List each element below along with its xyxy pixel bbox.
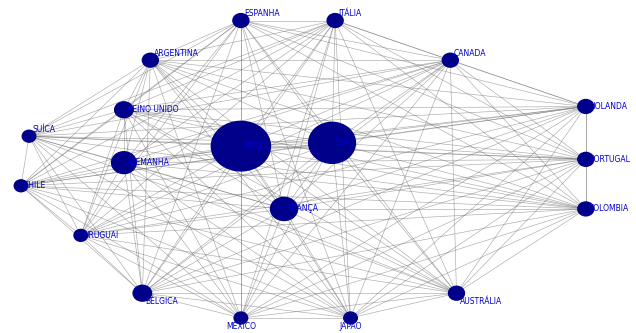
- Ellipse shape: [344, 312, 357, 324]
- Ellipse shape: [14, 180, 28, 192]
- Text: CHILE: CHILE: [24, 181, 46, 190]
- Ellipse shape: [234, 312, 247, 324]
- Ellipse shape: [211, 121, 270, 171]
- Ellipse shape: [133, 285, 151, 301]
- Text: SUÍCA: SUÍCA: [32, 125, 55, 134]
- Text: CANADA: CANADA: [453, 49, 486, 58]
- Ellipse shape: [270, 197, 298, 220]
- Text: ARGENTINA: ARGENTINA: [153, 49, 198, 58]
- Text: ITÁLIA: ITÁLIA: [338, 9, 361, 18]
- Ellipse shape: [142, 53, 158, 67]
- Ellipse shape: [74, 229, 88, 241]
- Ellipse shape: [308, 122, 356, 163]
- Text: EUA: EUA: [335, 138, 350, 147]
- Text: PORTUGAL: PORTUGAL: [589, 155, 630, 164]
- Text: FRANÇA: FRANÇA: [287, 204, 318, 213]
- Text: COLOMBIA: COLOMBIA: [589, 204, 629, 213]
- Text: JAPÃO: JAPÃO: [339, 321, 362, 331]
- Ellipse shape: [327, 14, 343, 27]
- Text: MÉXICO: MÉXICO: [226, 322, 256, 331]
- Ellipse shape: [448, 286, 464, 300]
- Ellipse shape: [233, 14, 249, 27]
- Text: ESPANHA: ESPANHA: [244, 9, 280, 18]
- Text: HOLANDA: HOLANDA: [589, 102, 627, 111]
- Text: REINO UNIDO: REINO UNIDO: [127, 105, 179, 114]
- Ellipse shape: [442, 53, 459, 67]
- Ellipse shape: [578, 153, 594, 166]
- Ellipse shape: [111, 152, 136, 173]
- Text: BÉLGICA: BÉLGICA: [146, 297, 178, 306]
- Text: ALEMANHA: ALEMANHA: [127, 158, 170, 167]
- Text: URUGUAI: URUGUAI: [84, 231, 119, 240]
- Ellipse shape: [578, 100, 594, 114]
- Ellipse shape: [114, 102, 133, 118]
- Text: AUSTRÁLIA: AUSTRÁLIA: [460, 297, 502, 306]
- Ellipse shape: [22, 130, 36, 142]
- Ellipse shape: [578, 202, 594, 216]
- Text: BRASIL: BRASIL: [244, 142, 271, 151]
